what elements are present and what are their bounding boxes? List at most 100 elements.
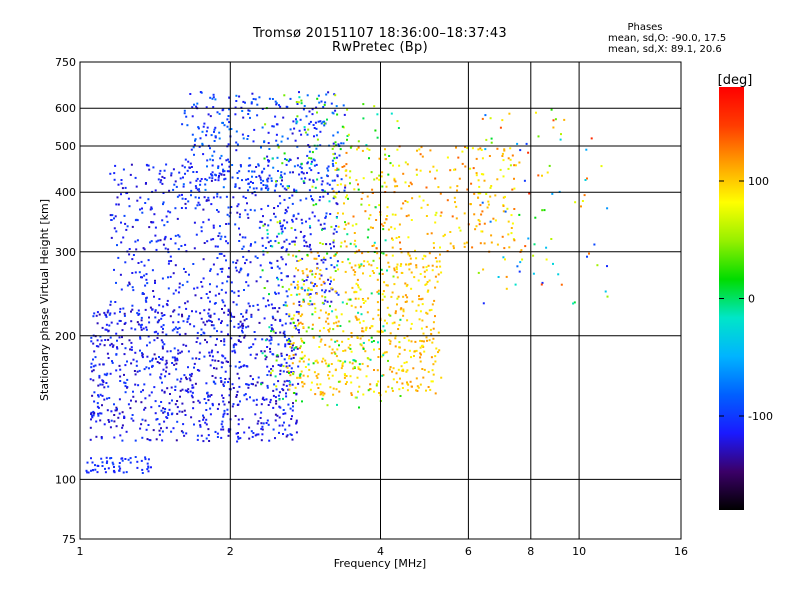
scatter-point [235, 262, 238, 264]
scatter-point [232, 196, 235, 199]
scatter-point [132, 419, 135, 422]
scatter-point [338, 390, 341, 393]
scatter-point [218, 137, 221, 140]
scatter-point [165, 362, 168, 365]
scatter-point [303, 235, 306, 237]
scatter-point [423, 254, 426, 257]
y-tick-label: 600 [55, 102, 76, 115]
scatter-point [235, 94, 238, 97]
scatter-point [319, 391, 322, 394]
scatter-point [283, 330, 286, 333]
scatter-point [212, 238, 215, 241]
scatter-point [323, 122, 326, 125]
scatter-point [378, 257, 381, 260]
scatter-point [359, 305, 362, 308]
scatter-point [186, 280, 189, 283]
scatter-point [241, 110, 244, 112]
scatter-point [303, 280, 306, 282]
scatter-point [282, 433, 284, 435]
scatter-point [513, 208, 516, 210]
y-tick-label: 75 [62, 533, 76, 546]
scatter-point [307, 287, 310, 290]
scatter-point [311, 151, 314, 154]
scatter-point [327, 91, 330, 94]
scatter-point [185, 376, 187, 379]
scatter-point [103, 386, 106, 389]
scatter-point [241, 327, 244, 330]
scatter-point [322, 106, 325, 108]
scatter-point [281, 224, 284, 227]
scatter-point [209, 269, 212, 272]
scatter-point [477, 271, 480, 274]
scatter-point [307, 144, 310, 147]
scatter-point [110, 410, 113, 413]
scatter-point [213, 302, 216, 305]
scatter-point [212, 106, 215, 109]
scatter-point [238, 361, 241, 363]
scatter-point [419, 310, 422, 313]
scatter-point [233, 291, 236, 294]
scatter-point [382, 352, 385, 355]
scatter-point [200, 317, 203, 320]
scatter-point [114, 409, 117, 412]
scatter-point [282, 397, 284, 400]
scatter-point [255, 280, 258, 283]
scatter-point [268, 370, 271, 373]
scatter-point [317, 172, 320, 174]
scatter-point [166, 412, 169, 415]
scatter-point [275, 103, 278, 106]
scatter-point [115, 425, 118, 428]
scatter-point [416, 149, 418, 152]
scatter-point [286, 371, 289, 373]
scatter-point [346, 194, 348, 197]
scatter-point [407, 383, 410, 386]
scatter-point [374, 206, 377, 209]
scatter-point [92, 358, 94, 361]
scatter-point [223, 381, 226, 384]
scatter-point [101, 461, 104, 464]
scatter-point [384, 148, 386, 151]
scatter-point [211, 355, 214, 358]
scatter-point [112, 463, 115, 466]
scatter-point [279, 373, 282, 376]
scatter-point [393, 269, 396, 272]
scatter-point [421, 155, 424, 158]
scatter-point [285, 188, 288, 191]
scatter-point [422, 340, 425, 343]
scatter-point [514, 164, 517, 167]
scatter-point [297, 312, 300, 315]
scatter-point [263, 223, 266, 226]
scatter-point [425, 269, 428, 272]
scatter-point [206, 240, 209, 243]
scatter-point [141, 356, 144, 359]
scatter-point [372, 317, 375, 320]
scatter-point [139, 337, 142, 340]
scatter-point [118, 412, 121, 415]
scatter-point [272, 125, 275, 128]
scatter-point [274, 185, 277, 188]
scatter-point [335, 316, 338, 319]
scatter-point [214, 135, 217, 138]
scatter-point [288, 380, 291, 383]
scatter-point [291, 344, 294, 347]
scatter-point [344, 349, 347, 352]
scatter-point [319, 340, 322, 343]
scatter-point [357, 390, 359, 393]
scatter-point [375, 384, 378, 387]
scatter-point [256, 422, 259, 425]
scatter-point [333, 228, 336, 231]
scatter-point [181, 284, 184, 287]
scatter-point [377, 292, 380, 295]
scatter-point [501, 152, 504, 155]
scatter-point [125, 471, 128, 474]
scatter-point [398, 341, 401, 344]
scatter-point [306, 94, 309, 97]
scatter-point [332, 112, 335, 115]
scatter-point [244, 262, 246, 265]
scatter-point [92, 365, 95, 368]
scatter-point [178, 333, 181, 336]
scatter-point [354, 239, 357, 242]
scatter-point [160, 373, 163, 376]
scatter-point [270, 338, 273, 341]
scatter-point [300, 99, 303, 102]
